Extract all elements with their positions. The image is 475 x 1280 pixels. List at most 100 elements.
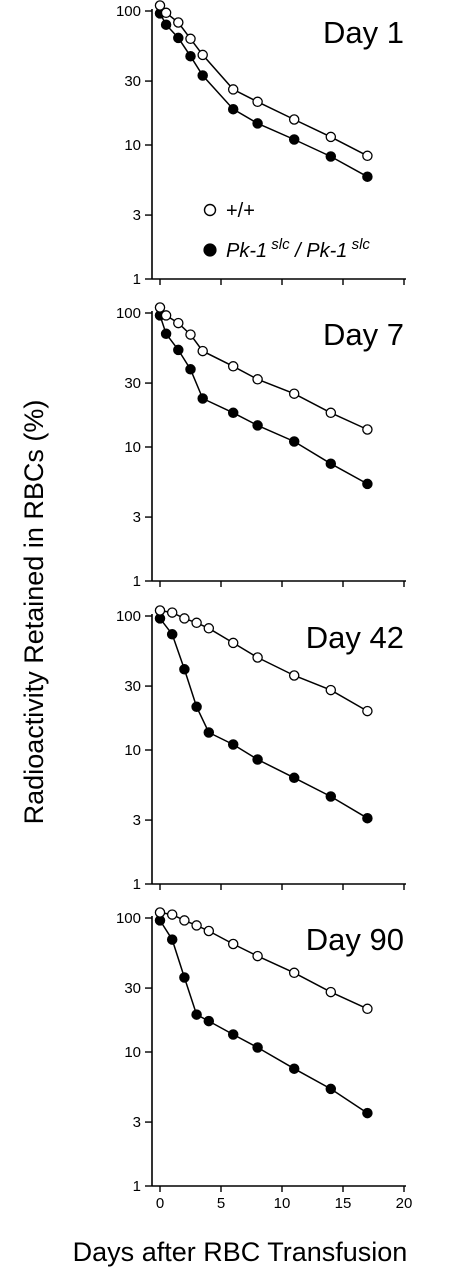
x-tick-label: 0 <box>156 1195 164 1212</box>
data-point-pk1-slc <box>185 50 196 62</box>
data-point-pk1-slc <box>227 103 239 115</box>
panel-4: 100 30 10 3 10 5 10 15 20 Day 90 <box>116 907 413 1212</box>
data-point-pk1-slc <box>288 436 300 447</box>
data-point-pk1-slc <box>166 934 178 945</box>
data-point-pk1-slc <box>173 32 184 44</box>
y-tick-label: 30 <box>124 678 141 695</box>
data-point-wildtype <box>325 986 337 998</box>
data-point-wildtype <box>160 310 172 321</box>
data-point-wildtype <box>252 96 263 108</box>
data-point-wildtype <box>179 613 190 624</box>
y-tick-label: 10 <box>124 1044 141 1061</box>
data-point-pk1-slc <box>160 328 172 340</box>
data-point-wildtype <box>288 388 300 399</box>
data-point-pk1-slc <box>252 1042 263 1053</box>
data-point-wildtype <box>252 652 263 663</box>
y-tick-label: 100 <box>116 910 141 927</box>
legend: +/+ Pk-1 slc / Pk-1 slc <box>203 200 370 262</box>
data-point-wildtype <box>325 131 337 143</box>
panel-3: 100 30 10 3 1 Day 42 <box>116 605 406 893</box>
series-line-wildtype <box>159 307 368 431</box>
panel-title: Day 90 <box>306 922 404 957</box>
data-point-wildtype <box>154 302 166 313</box>
data-point-wildtype <box>185 33 196 45</box>
data-point-wildtype <box>166 607 178 618</box>
data-point-wildtype <box>203 925 215 937</box>
data-point-wildtype <box>362 705 373 717</box>
data-point-pk1-slc <box>166 629 178 640</box>
data-point-wildtype <box>227 361 239 372</box>
data-point-pk1-slc <box>227 1029 239 1040</box>
data-point-wildtype <box>197 345 208 357</box>
data-point-wildtype <box>325 407 337 419</box>
x-axis-title: Days after RBC Transfusion <box>73 1237 408 1267</box>
data-point-pk1-slc <box>325 1083 337 1095</box>
data-point-wildtype <box>191 617 202 629</box>
x-tick-label: 20 <box>396 1195 413 1212</box>
y-tick-label: 30 <box>124 73 141 90</box>
legend-label-pk1-slc: Pk-1 slc / Pk-1 slc <box>226 236 370 262</box>
series-line-wildtype <box>159 609 368 712</box>
series-line-pk1-slc <box>159 13 368 178</box>
y-tick-label: 1 <box>133 573 141 590</box>
data-point-pk1-slc <box>185 364 196 375</box>
data-point-pk1-slc <box>288 134 300 145</box>
series-line-pk1-slc <box>159 919 368 1114</box>
data-point-wildtype <box>325 684 337 696</box>
y-tick-label: 3 <box>133 207 141 224</box>
y-tick-label: 10 <box>124 742 141 759</box>
data-point-pk1-slc <box>191 701 202 713</box>
data-point-pk1-slc <box>325 151 337 162</box>
data-point-wildtype <box>185 329 196 340</box>
y-tick-label: 100 <box>116 305 141 322</box>
data-point-pk1-slc <box>362 171 373 182</box>
data-point-pk1-slc <box>325 791 337 802</box>
data-point-wildtype <box>362 1003 373 1015</box>
data-point-pk1-slc <box>179 972 190 983</box>
series-line-pk1-slc <box>159 315 368 485</box>
panel-title: Day 7 <box>323 317 404 352</box>
data-point-wildtype <box>160 7 172 19</box>
data-point-pk1-slc <box>362 1107 373 1119</box>
legend-marker-filled <box>203 243 217 257</box>
data-point-wildtype <box>288 670 300 681</box>
y-tick-label: 3 <box>133 509 141 526</box>
legend-marker-open <box>203 203 217 217</box>
data-point-wildtype <box>362 424 373 435</box>
series-line-pk1-slc <box>159 617 368 819</box>
data-point-wildtype <box>252 950 263 962</box>
legend-label-wildtype: +/+ <box>226 200 255 222</box>
y-tick-label: 1 <box>133 271 141 288</box>
data-point-wildtype <box>173 317 184 329</box>
data-point-pk1-slc <box>197 393 208 404</box>
panel-2: 100 30 10 3 1 Day 7 <box>116 302 406 590</box>
data-point-pk1-slc <box>197 70 208 81</box>
data-point-wildtype <box>191 920 202 931</box>
y-tick-label: 30 <box>124 375 141 392</box>
data-point-pk1-slc <box>227 407 239 419</box>
data-point-pk1-slc <box>173 344 184 356</box>
data-point-wildtype <box>154 605 166 616</box>
data-point-pk1-slc <box>288 1063 300 1074</box>
y-tick-label: 1 <box>133 876 141 893</box>
y-tick-label: 10 <box>124 439 141 456</box>
data-point-wildtype <box>166 909 178 920</box>
data-point-wildtype <box>154 0 166 11</box>
x-tick-label: 10 <box>274 1195 291 1212</box>
y-tick-label: 100 <box>116 3 141 20</box>
panel-title: Day 42 <box>306 620 404 655</box>
data-point-pk1-slc <box>288 772 300 784</box>
y-tick-label: 1 <box>133 1178 141 1195</box>
y-tick-label: 10 <box>124 137 141 154</box>
data-point-wildtype <box>203 623 215 634</box>
data-point-wildtype <box>288 967 300 979</box>
data-point-wildtype <box>288 114 300 125</box>
data-point-wildtype <box>252 374 263 385</box>
data-point-wildtype <box>227 938 239 950</box>
data-point-pk1-slc <box>252 420 263 431</box>
x-tick-label: 5 <box>217 1195 225 1212</box>
y-tick-label: 30 <box>124 980 141 997</box>
y-tick-label: 3 <box>133 1114 141 1131</box>
